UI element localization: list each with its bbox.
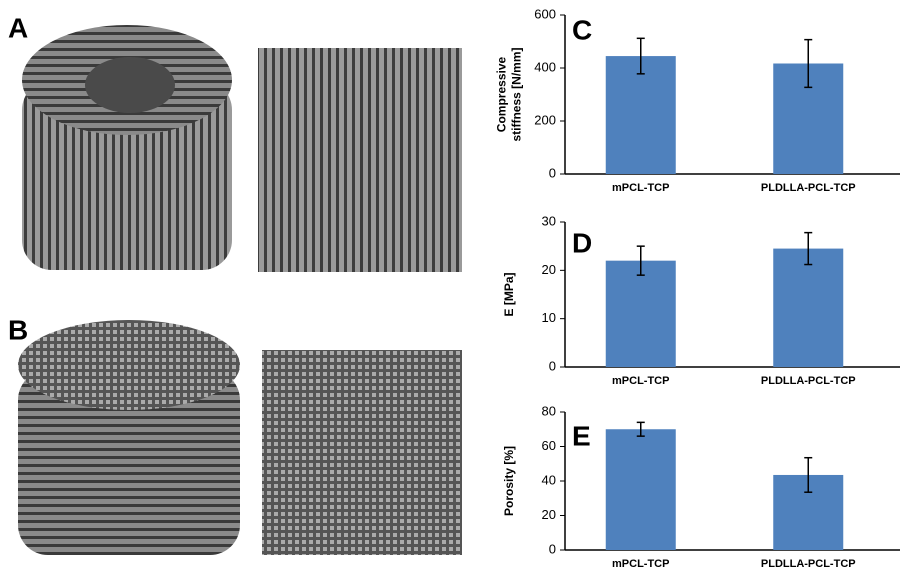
x-tick-label: mPCL-TCP — [612, 182, 669, 194]
y-tick-label: 80 — [542, 403, 556, 418]
panel-label: D — [572, 227, 592, 258]
render-b-section — [262, 350, 462, 555]
y-tick-label: 600 — [534, 6, 556, 21]
y-axis-label: E [MPa] — [502, 272, 516, 316]
bar — [773, 249, 843, 367]
y-tick-label: 60 — [542, 438, 556, 453]
panel-label: E — [572, 420, 591, 451]
y-tick-label: 0 — [549, 541, 556, 556]
y-tick-label: 200 — [534, 112, 556, 127]
x-tick-label: PLDLLA-PCL-TCP — [761, 375, 856, 387]
y-tick-label: 30 — [542, 213, 556, 228]
panel-label: A — [8, 12, 28, 43]
panel-label: C — [572, 14, 592, 45]
y-axis-label: Compressive — [495, 56, 509, 132]
x-tick-label: mPCL-TCP — [612, 375, 669, 387]
y-tick-label: 400 — [534, 59, 556, 74]
y-tick-label: 0 — [549, 358, 556, 373]
render-b-cylinder — [18, 320, 240, 555]
figure: A B 0200400600Compressivestiffness [N/mm… — [0, 0, 907, 569]
bar — [606, 429, 676, 550]
y-tick-label: 20 — [542, 507, 556, 522]
panel-label: B — [8, 314, 28, 345]
render-a-cylinder — [22, 25, 232, 270]
y-tick-label: 40 — [542, 472, 556, 487]
y-tick-label: 0 — [549, 165, 556, 180]
render-a-section — [258, 48, 462, 272]
y-tick-label: 10 — [542, 310, 556, 325]
y-axis-label: stiffness [N/mm] — [510, 47, 524, 141]
bar — [606, 261, 676, 367]
y-tick-label: 20 — [542, 262, 556, 277]
x-tick-label: PLDLLA-PCL-TCP — [761, 182, 856, 194]
x-tick-label: mPCL-TCP — [612, 558, 669, 569]
y-axis-label: Porosity [%] — [502, 446, 516, 516]
x-tick-label: PLDLLA-PCL-TCP — [761, 558, 856, 569]
